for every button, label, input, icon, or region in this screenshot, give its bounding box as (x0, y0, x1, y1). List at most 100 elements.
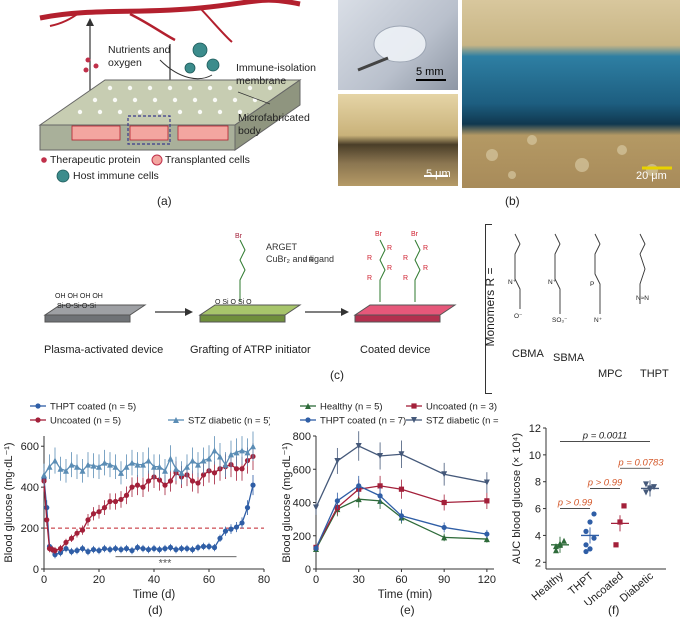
data-point (217, 453, 223, 460)
membrane-label: Immune-isolation membrane (236, 62, 316, 87)
panel-b: 5 mm 5 μm 20 μm (b) (338, 0, 680, 210)
y-tick-label: 6 (535, 504, 541, 516)
data-point (167, 478, 174, 484)
y-tick-label: 200 (293, 531, 311, 543)
data-point (553, 547, 559, 554)
data-point (441, 471, 448, 478)
data-point (96, 547, 102, 554)
data-point (587, 519, 593, 525)
data-point (57, 545, 64, 552)
reaction-vinyl: ⁄ R (303, 255, 314, 264)
x-tick-label: 0 (41, 574, 47, 586)
data-point (167, 544, 174, 551)
data-point (313, 545, 319, 551)
legend-label: Uncoated (n = 5) (50, 416, 121, 427)
monomer-thpt: THPT (640, 368, 669, 380)
data-point (167, 455, 174, 462)
device-photo: 5 mm (338, 0, 458, 90)
data-point (441, 524, 447, 531)
x-tick-label: Healthy (530, 570, 567, 603)
data-point (222, 461, 229, 468)
legend-label: THPT coated (n = 7) (320, 416, 406, 427)
x-axis-label: Time (d) (133, 589, 176, 601)
data-point (151, 545, 157, 552)
data-point (621, 503, 627, 509)
data-point (441, 499, 447, 506)
data-point (74, 547, 80, 554)
data-point (591, 535, 597, 541)
data-point (184, 463, 190, 470)
data-point (178, 469, 185, 476)
data-point (233, 449, 240, 456)
sem-cross-section: 5 μm (338, 94, 458, 186)
data-point (228, 451, 234, 458)
data-point (398, 486, 405, 492)
panel-c: OH OH OH OH Si-O-Si-O-Si Br O Si O Si O … (0, 220, 680, 400)
data-point (222, 528, 229, 534)
data-point (118, 496, 124, 503)
data-point (63, 539, 69, 545)
data-point (107, 546, 113, 553)
svg-text:R: R (387, 265, 392, 272)
y-tick-label: 400 (293, 498, 311, 510)
y-tick-label: 10 (529, 450, 541, 462)
data-point (643, 489, 649, 496)
x-tick-label: 60 (395, 574, 407, 586)
y-tick-label: 12 (529, 423, 541, 435)
data-point (52, 457, 58, 464)
data-point (228, 526, 234, 532)
data-point (140, 545, 146, 552)
data-point (85, 517, 91, 523)
data-point (200, 457, 207, 464)
data-point (239, 520, 245, 526)
p-value-label: p = 0.0011 (582, 430, 627, 441)
monomer-mpc: MPC (598, 368, 623, 380)
y-tick-label: 200 (21, 523, 39, 535)
data-point (613, 542, 619, 548)
data-point (239, 447, 245, 454)
data-point (355, 442, 362, 449)
device-illustration (38, 0, 302, 183)
data-point (398, 513, 405, 519)
data-point (52, 547, 58, 554)
data-point (79, 545, 86, 552)
data-point (334, 498, 340, 504)
data-point (101, 459, 108, 466)
series-line (315, 498, 487, 550)
data-point (398, 451, 405, 458)
y-tick-label: 8 (535, 477, 541, 489)
reaction-label-2: CuBr₂ and ligand (266, 254, 335, 264)
svg-text:Br: Br (375, 231, 383, 238)
legend-label: Uncoated (n = 3) (426, 402, 497, 413)
data-point (250, 443, 256, 450)
scale-bar-20um: 20 μm (636, 170, 667, 182)
x-tick-label: 0 (313, 574, 319, 586)
y-axis-label: Blood glucose (mg·dL⁻¹) (281, 442, 293, 562)
data-point (118, 546, 124, 553)
data-point (41, 471, 47, 478)
data-point (96, 509, 102, 515)
legend-label: THPT coated (n = 5) (50, 402, 136, 413)
data-point (233, 524, 240, 530)
reaction-label-1: ARGET (266, 242, 298, 252)
data-point (74, 530, 80, 536)
series-2 (41, 431, 256, 487)
data-point (189, 546, 196, 553)
data-point (112, 545, 119, 552)
panel-c-caption: (c) (330, 368, 344, 382)
data-point (156, 546, 163, 553)
data-point (483, 479, 490, 486)
data-point (145, 478, 152, 484)
data-point (189, 478, 196, 484)
svg-text:SO₃⁻: SO₃⁻ (552, 317, 568, 324)
data-point (184, 545, 190, 552)
data-point (334, 457, 341, 464)
data-point (195, 461, 201, 468)
data-point (112, 463, 119, 470)
data-point (129, 484, 135, 490)
data-point (145, 457, 152, 464)
svg-text:OH OH OH OH: OH OH OH OH (55, 293, 103, 300)
data-point (156, 477, 163, 483)
data-point (90, 462, 97, 469)
data-point (250, 482, 256, 488)
